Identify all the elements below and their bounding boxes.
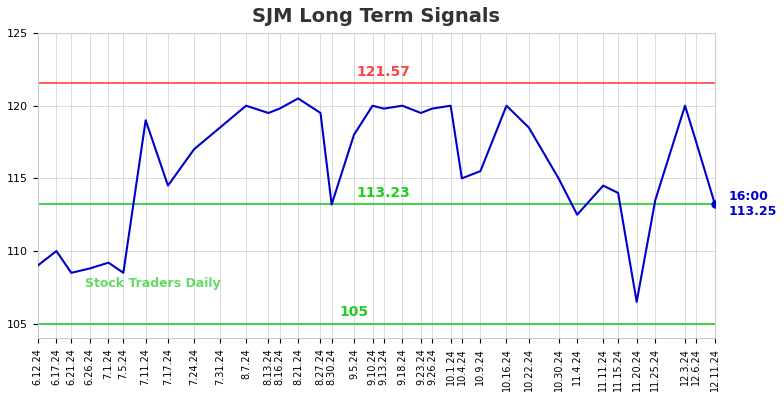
Text: 113.23: 113.23 — [357, 186, 411, 200]
Text: 105: 105 — [339, 305, 368, 319]
Title: SJM Long Term Signals: SJM Long Term Signals — [252, 7, 500, 26]
Text: 121.57: 121.57 — [357, 64, 411, 78]
Text: 16:00
113.25: 16:00 113.25 — [728, 190, 777, 218]
Text: Stock Traders Daily: Stock Traders Daily — [85, 277, 221, 290]
